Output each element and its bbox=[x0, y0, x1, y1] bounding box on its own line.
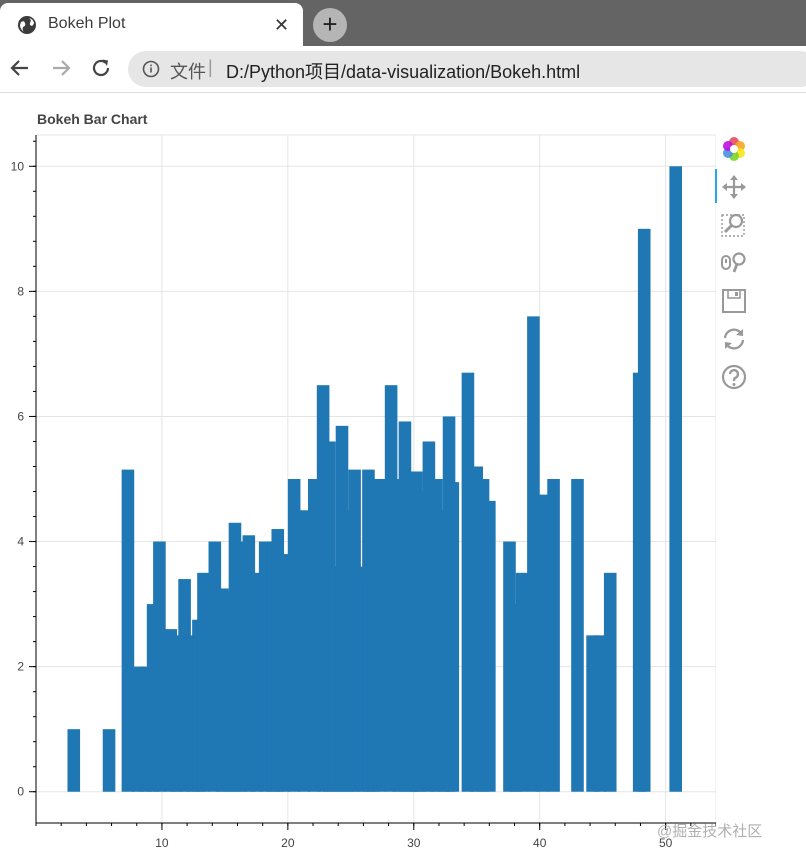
bar bbox=[446, 482, 460, 792]
address-scheme: 文件 bbox=[170, 62, 206, 82]
y-tick-label: 8 bbox=[17, 284, 24, 298]
save-icon[interactable] bbox=[720, 287, 748, 315]
tab-title: Bokeh Plot bbox=[48, 15, 126, 32]
close-tab-icon[interactable]: ✕ bbox=[274, 15, 290, 35]
back-icon[interactable] bbox=[8, 56, 32, 80]
y-tick-label: 0 bbox=[17, 785, 24, 799]
bar bbox=[515, 572, 529, 792]
box-zoom-icon[interactable] bbox=[720, 211, 748, 239]
watermark-text: @掘金技术社区 bbox=[657, 823, 763, 840]
bars bbox=[67, 166, 682, 792]
bar bbox=[669, 166, 682, 792]
bar bbox=[571, 479, 584, 792]
chart-title: Bokeh Bar Chart bbox=[37, 111, 148, 127]
bar bbox=[637, 228, 651, 792]
y-tick-label: 4 bbox=[17, 535, 24, 549]
wheel-zoom-icon[interactable] bbox=[720, 249, 748, 277]
bar bbox=[593, 635, 607, 792]
address-separator: | bbox=[208, 57, 213, 77]
x-tick-label: 50 bbox=[659, 836, 673, 850]
bar bbox=[197, 572, 210, 792]
bar bbox=[535, 494, 549, 792]
bar bbox=[102, 729, 116, 792]
reset-icon[interactable] bbox=[720, 325, 748, 353]
bar bbox=[297, 510, 311, 792]
bokeh-logo-icon[interactable] bbox=[720, 135, 748, 163]
help-icon[interactable] bbox=[720, 363, 748, 391]
bar bbox=[67, 729, 81, 792]
y-tick-label: 6 bbox=[17, 409, 24, 423]
tab-strip: Bokeh Plot ✕ + bbox=[0, 0, 806, 46]
x-tick-label: 10 bbox=[155, 836, 169, 850]
bar bbox=[603, 572, 617, 792]
x-tick-label: 20 bbox=[281, 836, 295, 850]
browser-tab[interactable]: Bokeh Plot ✕ bbox=[0, 3, 303, 46]
x-tick-label: 30 bbox=[407, 836, 421, 850]
bar bbox=[121, 469, 135, 792]
address-bar[interactable]: 文件 | D:/Python项目/data-visualization/Boke… bbox=[128, 51, 806, 87]
bar-chart[interactable]: 10 20 30 40 50 0 2 4 6 8 10 bbox=[0, 92, 716, 864]
bar bbox=[287, 479, 301, 792]
globe-icon bbox=[18, 16, 36, 34]
reload-icon[interactable] bbox=[89, 56, 113, 80]
new-tab-button[interactable]: + bbox=[313, 8, 347, 42]
info-icon[interactable] bbox=[142, 60, 160, 78]
forward-icon[interactable] bbox=[49, 56, 73, 80]
axes: 10 20 30 40 50 0 2 4 6 8 10 bbox=[11, 135, 716, 850]
bar bbox=[373, 479, 387, 792]
bar bbox=[277, 554, 291, 792]
bar bbox=[153, 541, 166, 792]
bar bbox=[483, 500, 496, 792]
browser-toolbar: 文件 | D:/Python项目/data-visualization/Boke… bbox=[0, 46, 806, 93]
address-url[interactable]: D:/Python项目/data-visualization/Bokeh.htm… bbox=[226, 62, 581, 82]
y-tick-label: 10 bbox=[11, 159, 25, 173]
y-tick-label: 2 bbox=[17, 660, 24, 674]
x-tick-label: 40 bbox=[533, 836, 547, 850]
pan-icon[interactable] bbox=[720, 173, 748, 201]
active-tool-indicator bbox=[715, 169, 717, 203]
bar bbox=[547, 479, 560, 792]
